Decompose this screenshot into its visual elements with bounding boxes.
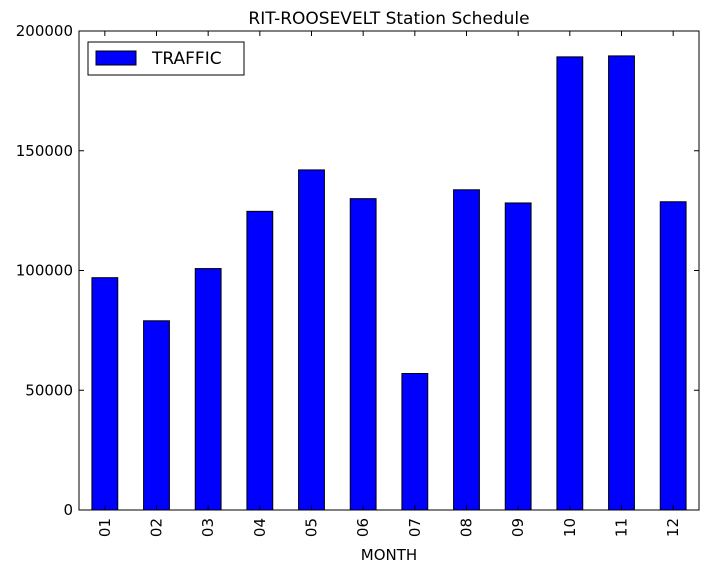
x-tick-label-09: 09: [509, 518, 527, 537]
x-tick-label-10: 10: [561, 518, 579, 537]
bars-layer: [91, 55, 687, 511]
legend: TRAFFIC: [87, 41, 245, 76]
bar-07: [401, 372, 429, 511]
bar-06: [349, 198, 377, 511]
x-tick-label-11: 11: [613, 518, 631, 537]
y-tick-label-100000: 100000: [16, 262, 73, 280]
bar-05: [298, 169, 325, 511]
axis-ticks: 01 02 03 04 05 06 07 08 09 10 11 12 0 50000 100000 1500…: [16, 22, 699, 537]
x-tick-label-06: 06: [354, 518, 372, 537]
x-tick-label-03: 03: [199, 518, 217, 537]
bar-10: [556, 56, 584, 511]
x-axis-label: MONTH: [361, 546, 417, 564]
bar-01: [91, 277, 119, 511]
x-tick-label-07: 07: [406, 518, 424, 537]
bar-02: [143, 320, 170, 511]
bar-09: [504, 202, 532, 511]
y-tick-label-150000: 150000: [16, 142, 73, 160]
x-tick-label-12: 12: [664, 518, 682, 537]
legend-swatch: [95, 50, 137, 66]
bar-11: [608, 55, 635, 511]
y-tick-label-50000: 50000: [25, 381, 73, 399]
x-tick-label-02: 02: [148, 518, 166, 537]
bar-04: [246, 210, 274, 511]
x-tick-label-05: 05: [303, 518, 321, 537]
bar-12: [659, 201, 687, 511]
x-tick-label-04: 04: [251, 518, 269, 537]
bar-03: [194, 268, 222, 511]
x-tick-label-08: 08: [458, 518, 476, 537]
x-tick-label-01: 01: [96, 518, 114, 537]
plot-frame: [78, 30, 700, 511]
y-tick-label-0: 0: [63, 501, 73, 519]
chart-title: RIT-ROOSEVELT Station Schedule: [248, 9, 529, 29]
y-tick-label-200000: 200000: [16, 22, 73, 40]
legend-label: TRAFFIC: [151, 49, 222, 69]
bar-08: [453, 189, 480, 511]
